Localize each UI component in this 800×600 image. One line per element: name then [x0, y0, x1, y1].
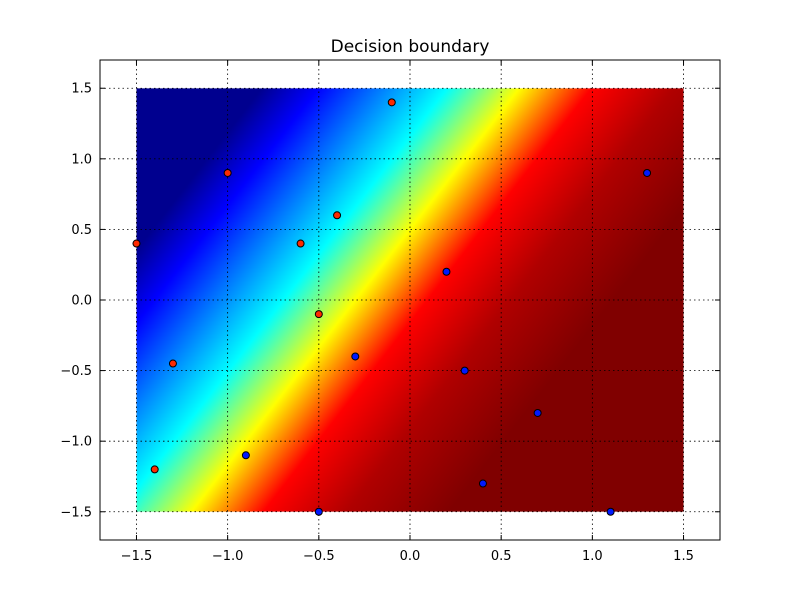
data-point-blue	[606, 507, 615, 516]
y-tick-label: −0.5	[60, 364, 92, 379]
y-tick-label: −1.0	[60, 435, 92, 450]
data-point-red	[314, 310, 323, 319]
x-tick-label: −0.5	[303, 549, 335, 564]
data-point-blue	[478, 479, 487, 488]
data-point-blue	[351, 352, 360, 361]
tick-labels: −1.5 −1.0 −0.5 0.0 0.5 1.0 1.5 1.5 1.0 0.5 0.0 −0.5…	[60, 82, 693, 564]
data-point-red	[296, 239, 305, 248]
y-tick-label: 0.5	[71, 223, 92, 238]
y-tick-label: −1.5	[60, 505, 92, 520]
data-point-blue	[460, 366, 469, 375]
data-point-blue	[442, 267, 451, 276]
data-point-red	[150, 465, 159, 474]
data-point-red	[132, 239, 141, 248]
data-point-red	[223, 168, 232, 177]
chart-title: Decision boundary	[331, 37, 490, 57]
x-tick-label: −1.5	[121, 549, 153, 564]
data-point-blue	[314, 507, 323, 516]
data-point-red	[168, 359, 177, 368]
x-tick-label: −1.0	[212, 549, 244, 564]
x-tick-label: 0.5	[491, 549, 512, 564]
y-tick-label: 0.0	[71, 294, 92, 309]
x-tick-label: 0.0	[400, 549, 421, 564]
data-point-red	[387, 98, 396, 107]
y-tick-label: 1.0	[71, 152, 92, 167]
y-tick-label: 1.5	[71, 82, 92, 97]
x-tick-label: 1.5	[673, 549, 694, 564]
axis-ticks	[100, 60, 720, 540]
data-point-blue	[241, 451, 250, 460]
data-points	[132, 98, 652, 516]
grid	[100, 60, 720, 540]
data-point-blue	[643, 168, 652, 177]
data-point-blue	[533, 408, 542, 417]
plot-frame	[99, 59, 721, 541]
x-tick-label: 1.0	[582, 549, 603, 564]
data-point-red	[333, 211, 342, 220]
